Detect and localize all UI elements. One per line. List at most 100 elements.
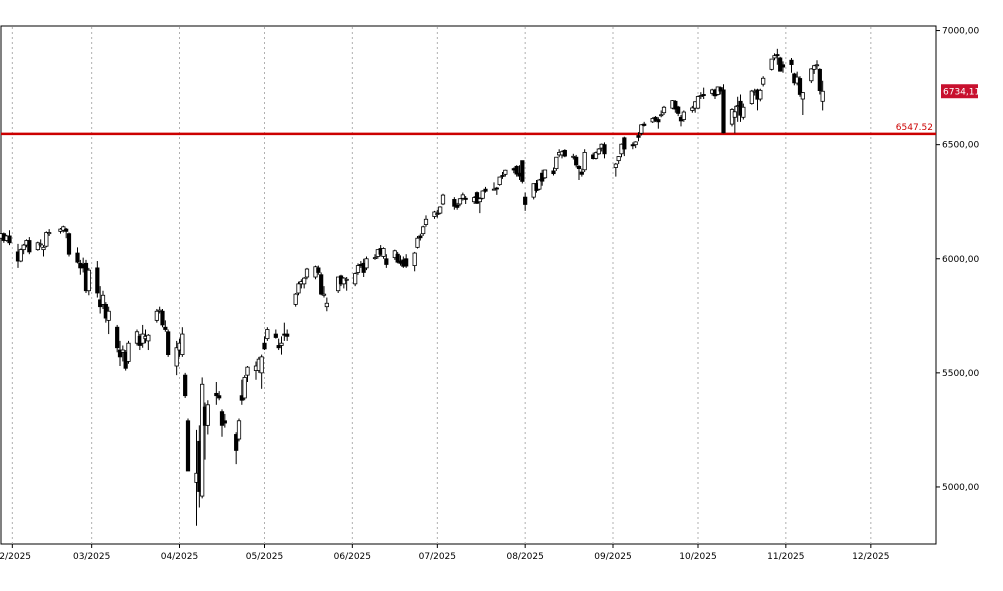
candle-body-down [579,171,584,175]
candle-body-up [477,198,482,203]
candle-body-up [435,213,440,215]
candle-body-down [115,326,120,349]
candle-body-down [622,137,627,150]
candle-body-up [302,277,307,285]
candle-body-up [421,226,426,235]
candle-body-down [234,434,239,451]
candle-body-down [384,258,389,265]
candle-body-up [457,198,463,205]
candle-body-down [66,233,72,255]
candle-body-up [146,334,151,342]
candle-body-down [166,331,171,355]
x-tick-label: 05/2025 [246,552,283,562]
candle-body-up [661,106,667,114]
candle-body-up [344,278,349,281]
candle-body-up [633,141,638,146]
candle-body-down [494,187,499,190]
candle-body-up [120,349,125,353]
candle-body-down [27,240,32,253]
candle-body-down [676,106,681,114]
x-tick-label: 12/2025 [852,552,889,562]
candle-body-down [789,59,794,65]
y-tick-label: 5500,00 [942,369,979,379]
candle-body-up [596,148,601,155]
candle-body-up [554,156,559,170]
plot-area [0,25,937,545]
candle-body-up [100,294,106,305]
candle-body-down [817,68,822,91]
candle-body-up [800,92,805,100]
candle-body-down [163,326,168,330]
candle-body-down [721,89,726,134]
candle-body-up [741,106,746,118]
candle-body-up [236,420,242,440]
candle-body-down [7,235,12,244]
candle-body-up [412,252,417,267]
candle-body-up [480,190,485,199]
candle-body-up [582,152,587,171]
candle-body-down [285,333,290,337]
candle-body-down [75,252,80,263]
candle-body-up [157,309,162,312]
candle-body-up [381,248,386,257]
candle-body-up [61,226,66,231]
candle-body-up [542,169,548,179]
candle-body-down [636,135,641,138]
candle-body-down [602,144,607,155]
candle-body-up [86,269,91,292]
candle-body-up [106,310,111,321]
candle-body-up [491,188,497,191]
candle-body-down [523,196,528,205]
y-axis: 7000,00 6500,00 6000,00 5500,00 5000,00 [936,27,979,493]
candle-body-down [404,258,409,267]
candles-layer [0,48,825,526]
candle-body-up [698,95,703,97]
candle-body-up [245,366,250,376]
grid-layer [11,27,872,544]
candle-body-down [780,64,786,68]
candle-body-down [185,420,191,472]
candle-body-down [214,392,219,397]
last-price-layer: 6734,11 [941,84,980,99]
candle-body-down [562,149,567,157]
candle-body-up [440,194,446,205]
x-tick-label: 06/2025 [334,552,371,562]
candle-body-down [95,267,100,294]
candle-body-up [772,55,777,59]
candle-body-up [296,283,301,294]
candle-body-down [273,333,278,338]
candle-body-down [222,420,227,424]
candle-body-up [341,277,346,285]
candle-body-up [814,64,820,67]
candle-body-down [673,100,678,110]
candle-body-up [681,111,686,120]
candle-body-down [656,119,661,123]
candle-body-up [639,124,644,134]
candle-body-up [18,249,23,262]
candle-body-up [820,90,825,102]
candle-body-down [316,267,321,273]
candle-body-down [395,253,400,263]
x-axis: 02/2025 03/2025 04/2025 05/2025 06/2025 07/20… [0,544,890,562]
candle-body-down [520,160,525,182]
y-tick-label: 6000,00 [942,255,979,265]
candle-body-up [761,77,766,85]
candle-body-up [353,273,358,285]
candle-body-down [514,165,519,175]
candle-body-up [460,194,465,199]
candle-body-up [242,377,247,399]
x-tick-label: 11/2025 [767,552,804,562]
candle-body-up [126,342,131,362]
candle-body-down [219,411,225,426]
candle-body-up [355,265,361,273]
candle-body-up [41,246,46,251]
x-tick-label: 08/2025 [506,552,543,562]
candle-body-up [174,347,179,367]
candle-body-up [497,176,502,185]
candle-body-down [276,345,281,349]
y-tick-label: 5000,00 [942,483,979,493]
candle-body-up [200,383,205,497]
candle-body-up [279,342,284,346]
